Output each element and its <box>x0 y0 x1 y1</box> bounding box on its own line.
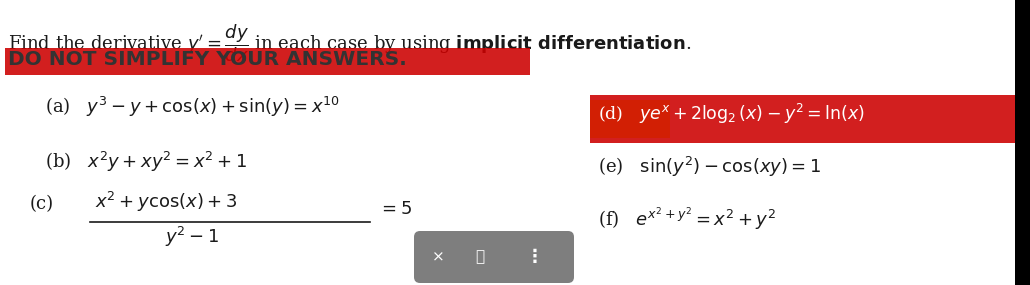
Text: (f)   $e^{x^2+y^2} = x^2 + y^2$: (f) $e^{x^2+y^2} = x^2 + y^2$ <box>598 205 777 233</box>
FancyBboxPatch shape <box>414 231 574 283</box>
Bar <box>1015 0 1030 285</box>
Text: ⨯: ⨯ <box>432 249 444 264</box>
Text: $= 5$: $= 5$ <box>378 200 412 218</box>
Text: 🔇: 🔇 <box>476 249 484 264</box>
Text: ⋮: ⋮ <box>526 248 544 266</box>
Text: (c): (c) <box>30 195 55 213</box>
Text: $x^2 + y\cos(x) + 3$: $x^2 + y\cos(x) + 3$ <box>95 190 237 214</box>
Text: Find the derivative $y' = \dfrac{dy}{dx}$ in each case by using $\mathbf{implici: Find the derivative $y' = \dfrac{dy}{dx}… <box>8 22 691 64</box>
Text: DO NOT SIMPLIFY YOUR ANSWERS.: DO NOT SIMPLIFY YOUR ANSWERS. <box>8 50 407 69</box>
Text: (d)   $ye^x + 2\log_2(x) - y^2 = \ln(x)$: (d) $ye^x + 2\log_2(x) - y^2 = \ln(x)$ <box>598 102 865 126</box>
Text: $y^2 - 1$: $y^2 - 1$ <box>165 225 219 249</box>
Bar <box>590 100 670 138</box>
Text: (e)   $\sin(y^2) - \cos(xy) = 1$: (e) $\sin(y^2) - \cos(xy) = 1$ <box>598 155 821 179</box>
Text: (b)   $x^2y + xy^2 = x^2 + 1$: (b) $x^2y + xy^2 = x^2 + 1$ <box>45 150 247 174</box>
Text: (a)   $y^3 - y + \cos(x) + \sin(y) = x^{10}$: (a) $y^3 - y + \cos(x) + \sin(y) = x^{10… <box>45 95 340 119</box>
Bar <box>590 95 1020 143</box>
Bar <box>5 48 530 75</box>
